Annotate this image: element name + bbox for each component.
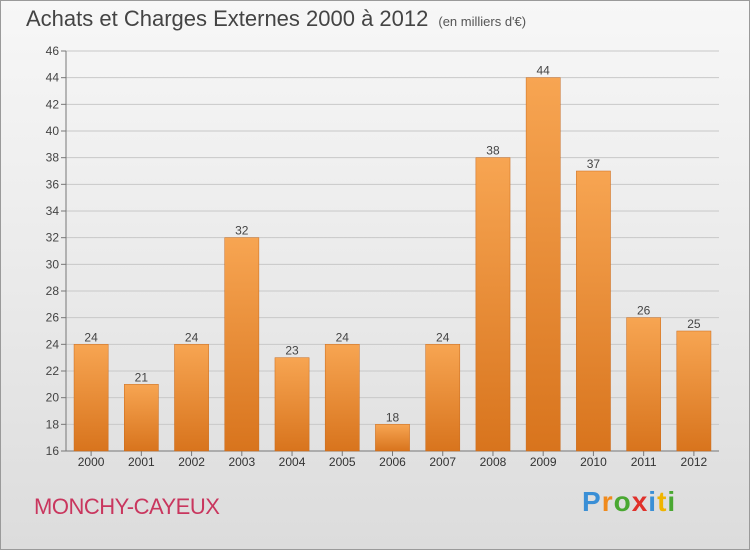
chart-title-text: Achats et Charges Externes 2000 à 2012 [26,6,429,31]
data-label-2002: 24 [185,330,199,344]
y-tick-label: 44 [46,71,60,85]
bar-2005 [324,344,360,452]
data-label-2005: 24 [336,330,350,344]
data-label-2012: 25 [687,317,701,331]
chart-subtitle: (en milliers d'€) [438,14,527,29]
logo-letter: r [601,486,614,517]
chart-title: Achats et Charges Externes 2000 à 2012 (e… [26,6,526,32]
logo-letter: x [631,486,649,517]
data-label-2001: 21 [135,370,149,384]
data-label-2003: 32 [235,224,249,238]
town-name: MONCHY-CAYEUX [34,494,220,519]
x-tick-label: 2012 [681,455,708,469]
bar-2000 [73,344,109,452]
x-tick-label: 2001 [128,455,155,469]
y-tick-label: 18 [46,417,60,431]
x-tick-label: 2004 [279,455,306,469]
axes: 16 18 20 22 24 26 28 30 32 34 36 38 40 42 44 46 2000 2001… [46,44,719,469]
grid-lines [66,50,719,452]
y-tick-label: 38 [46,151,60,165]
logo-letter: i [648,486,658,517]
data-label-2009: 44 [537,64,551,78]
y-tick-label: 40 [46,124,60,138]
y-tick-label: 20 [46,391,60,405]
y-tick-label: 26 [46,311,60,325]
x-tick-label: 2008 [480,455,507,469]
bar-2001 [124,384,159,452]
y-tick-label: 30 [46,257,60,271]
x-tick-label: 2010 [580,455,607,469]
bar-2006 [375,424,410,452]
data-label-2008: 38 [486,144,500,158]
y-tick-label: 32 [46,231,60,245]
logo-letter: i [667,486,677,517]
x-tick-label: 2007 [429,455,456,469]
bars [73,77,712,452]
y-tick-label: 42 [46,97,60,111]
data-labels: 24 21 24 32 23 24 18 24 38 44 37 26 25 [84,64,700,425]
logo-letter: t [657,486,668,517]
x-tick-label: 2006 [379,455,406,469]
logo-letter: o [613,486,632,517]
x-tick-label: 2003 [228,455,255,469]
x-tick-label: 2000 [78,455,105,469]
bar-2007 [425,344,461,452]
data-label-2007: 24 [436,330,450,344]
y-tick-label: 46 [46,44,60,58]
x-tick-label: 2005 [329,455,356,469]
y-tick-label: 34 [46,204,60,218]
y-tick-label: 16 [46,444,60,458]
bar-2012 [676,330,712,452]
logo-letter: P [582,486,602,517]
bar-2003 [224,237,260,452]
bar-2002 [174,344,209,452]
bar-2009 [525,77,561,452]
x-tick-label: 2011 [631,455,657,469]
bar-2008 [475,157,511,452]
data-label-2010: 37 [587,157,601,171]
y-tick-label: 22 [46,364,60,378]
y-tick-label: 28 [46,284,60,298]
bar-2011 [626,317,661,452]
proxiti-logo: Proxiti [582,486,676,518]
y-tick-label: 24 [46,337,60,351]
bar-2004 [274,357,310,452]
data-label-2011: 26 [637,304,651,318]
data-label-2006: 18 [386,410,400,424]
y-tick-label: 36 [46,177,60,191]
x-tick-label: 2009 [530,455,557,469]
bar-2010 [576,170,611,452]
data-label-2004: 23 [285,344,299,358]
x-tick-label: 2002 [178,455,205,469]
data-label-2000: 24 [84,330,98,344]
